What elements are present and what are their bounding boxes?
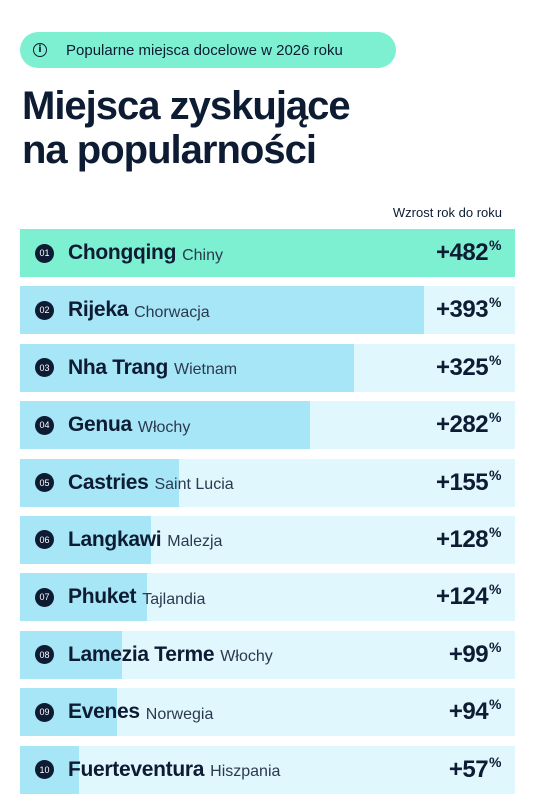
chart-row: 09 Evenes Norwegia +94% xyxy=(20,688,515,737)
title-line-1: Miejsca zyskujące xyxy=(22,84,351,128)
country-name: Chorwacja xyxy=(134,303,210,321)
page-title: Miejsca zyskujące na popularności xyxy=(22,84,351,172)
city-name: Langkawi xyxy=(68,527,162,551)
city-name: Phuket xyxy=(68,585,137,609)
column-header: Wzrost rok do roku xyxy=(392,205,502,220)
rank-badge: 09 xyxy=(35,702,54,722)
chart-row: 08 Lamezia Terme Włochy +99% xyxy=(20,630,515,679)
growth-number: +155 xyxy=(435,468,489,496)
percent-sign: % xyxy=(489,581,501,598)
badge-text: Popularne miejsca docelowe w 2026 roku xyxy=(66,41,343,59)
growth-bar xyxy=(20,343,354,392)
percent-sign: % xyxy=(489,638,501,655)
chart-row: 04 Genua Włochy +282% xyxy=(20,401,515,450)
chart-row: 02 Rijeka Chorwacja +393% xyxy=(20,286,515,335)
country-name: Norwegia xyxy=(145,705,214,723)
growth-value: +57% xyxy=(448,753,502,784)
percent-sign: % xyxy=(489,466,501,483)
growth-value: +124% xyxy=(435,581,502,611)
growth-bar xyxy=(20,229,515,277)
ranking-chart: 01 Chongqing Chiny +482% 02 Rijeka Chorwacja +3… xyxy=(20,229,515,803)
percent-sign: % xyxy=(489,753,501,770)
rank-badge: 10 xyxy=(35,760,54,780)
growth-number: +393 xyxy=(435,296,489,324)
country-name: Malezja xyxy=(167,533,223,551)
growth-number: +124 xyxy=(435,583,489,611)
growth-value: +282% xyxy=(435,409,502,439)
city-name: Rijeka xyxy=(68,298,129,322)
growth-value: +482% xyxy=(435,237,502,267)
country-name: Chiny xyxy=(182,246,223,264)
country-name: Włochy xyxy=(220,648,273,666)
growth-number: +94 xyxy=(448,698,489,726)
rank-badge: 05 xyxy=(35,473,54,493)
growth-bar xyxy=(20,401,310,450)
percent-sign: % xyxy=(489,523,501,540)
growth-value: +94% xyxy=(448,696,502,726)
city-name: Fuerteventura xyxy=(68,757,205,781)
growth-value: +155% xyxy=(435,466,502,497)
city-name: Evenes xyxy=(68,700,140,724)
rank-badge: 03 xyxy=(35,358,54,378)
info-icon: i xyxy=(33,43,47,57)
rank-badge: 07 xyxy=(35,587,54,607)
rank-badge: 08 xyxy=(35,645,54,665)
chart-row: 05 Castries Saint Lucia +155% xyxy=(20,458,515,507)
rank-badge: 04 xyxy=(35,415,54,435)
growth-value: +99% xyxy=(448,638,502,669)
destinations-badge: i Popularne miejsca docelowe w 2026 roku xyxy=(20,32,396,68)
country-name: Hiszpania xyxy=(210,763,281,781)
growth-value: +128% xyxy=(435,523,502,554)
growth-bar xyxy=(20,286,424,335)
city-name: Chongqing xyxy=(68,241,177,264)
city-name: Nha Trang xyxy=(68,355,168,379)
title-line-2: na popularności xyxy=(22,128,317,172)
chart-row: 06 Langkawi Malezja +128% xyxy=(20,515,515,564)
percent-sign: % xyxy=(489,237,501,253)
chart-row: 03 Nha Trang Wietnam +325% xyxy=(20,343,515,392)
growth-number: +325 xyxy=(435,353,489,381)
rank-badge: 02 xyxy=(35,300,54,320)
city-name: Castries xyxy=(68,470,149,494)
country-name: Saint Lucia xyxy=(154,476,234,494)
rank-badge: 01 xyxy=(35,243,54,263)
country-name: Włochy xyxy=(137,418,191,436)
growth-number: +282 xyxy=(435,411,489,439)
percent-sign: % xyxy=(489,696,501,713)
growth-number: +128 xyxy=(435,525,489,553)
percent-sign: % xyxy=(489,409,501,426)
growth-number: +57 xyxy=(448,755,489,783)
percent-sign: % xyxy=(489,294,501,311)
country-name: Wietnam xyxy=(173,361,238,379)
growth-number: +99 xyxy=(448,640,489,668)
rank-badge: 06 xyxy=(35,530,54,550)
city-name: Lamezia Terme xyxy=(68,642,215,666)
percent-sign: % xyxy=(489,351,501,368)
chart-row: 01 Chongqing Chiny +482% xyxy=(20,229,515,277)
chart-row: 07 Phuket Tajlandia +124% xyxy=(20,573,515,622)
growth-number: +482 xyxy=(435,239,489,266)
chart-row: 10 Fuerteventura Hiszpania +57% xyxy=(20,745,515,794)
country-name: Tajlandia xyxy=(142,590,206,608)
growth-value: +393% xyxy=(435,294,502,324)
growth-value: +325% xyxy=(435,351,502,382)
city-name: Genua xyxy=(68,413,132,437)
